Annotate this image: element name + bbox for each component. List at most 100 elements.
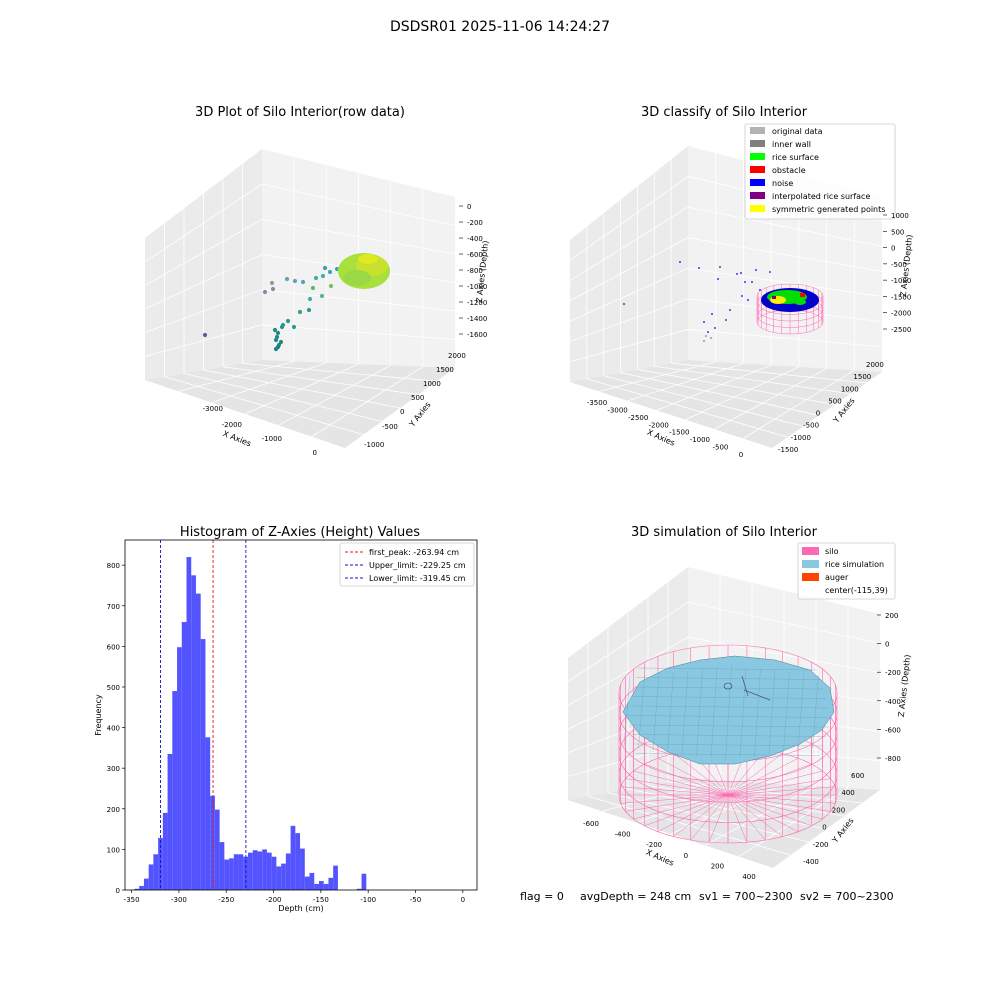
rice-mesh [812, 674, 819, 749]
noise-point [740, 272, 742, 274]
silo-floor-wire [727, 778, 831, 796]
silo-floor-wire [690, 794, 729, 841]
tick-label: -1500 [778, 446, 798, 454]
tick-label: -400 [885, 698, 901, 706]
noise-point [707, 331, 709, 333]
rice-mesh [629, 724, 830, 728]
silo-floor-wire [657, 758, 729, 796]
raw-x-label: X Axies [222, 429, 253, 448]
silo-floor-wire [625, 778, 729, 796]
grid-line [586, 378, 788, 438]
noise-point [711, 313, 713, 315]
noise-point [623, 303, 625, 305]
tick-label: 200 [711, 862, 724, 870]
rice-mesh [635, 677, 821, 680]
grid-line [620, 372, 820, 416]
hist-bar [300, 848, 305, 890]
hist-x-ticks: -350 -300 -250 -200 -150 -100 -50 0 [124, 890, 465, 904]
grid-line [569, 206, 883, 281]
rice-mesh [667, 671, 674, 753]
silo-floor-wire [673, 753, 729, 796]
noise-point [703, 321, 705, 323]
rice-mesh [652, 673, 660, 751]
data-point [328, 283, 334, 289]
data-point [275, 330, 281, 336]
data-point [306, 307, 312, 313]
silo-floor-wire [727, 763, 812, 796]
tick-label: -2000 [891, 310, 911, 318]
tick-label: -500 [712, 444, 728, 452]
noise-point [736, 273, 738, 275]
rice-mesh [710, 667, 718, 759]
data-point [319, 293, 325, 299]
silo-floor-wire [727, 753, 783, 796]
rice-mesh [797, 673, 805, 751]
tick-label: 700 [107, 603, 120, 611]
hist-y-ticks: 0 100 200 300 400 500 600 700 800 [107, 562, 125, 895]
tick-label: -200 [467, 219, 483, 227]
status-line: flag = 0 avgDepth = 248 cm sv1 = 700~230… [520, 890, 894, 903]
tick-label: 0 [816, 410, 820, 418]
tick-label: -1600 [467, 331, 487, 339]
hist-bar [153, 854, 159, 890]
silo-floor-wire [727, 794, 823, 820]
legend-swatch [802, 560, 819, 568]
tick-label: -3000 [607, 406, 627, 414]
tick-label: 2000 [866, 361, 884, 369]
legend-label: rice surface [772, 153, 819, 162]
figure-suptitle: DSDSR01 2025-11-06 14:24:27 [390, 19, 610, 35]
legend-label: inner wall [772, 140, 811, 149]
data-point [310, 285, 316, 291]
raw-y-tick-1: -500 [382, 423, 398, 431]
hist-bar [158, 838, 163, 890]
silo-floor-wire [727, 794, 812, 827]
rice-mesh [631, 734, 827, 737]
tick-label: -1000 [891, 277, 911, 285]
silo-floor-wire [620, 786, 729, 796]
classify-legend: original data inner wall rice surface obsta… [744, 123, 896, 220]
hist-bar [243, 856, 249, 890]
rice-mesh [783, 671, 790, 753]
data-point [262, 289, 268, 295]
hist-bar [266, 852, 272, 890]
tick-label: 400 [742, 873, 755, 881]
silo-floor-wire [727, 770, 823, 796]
status-avg-depth: avgDepth = 248 cm [580, 890, 691, 903]
auger-arm [743, 689, 771, 701]
raw-points [202, 263, 351, 352]
hist-bars [134, 557, 367, 890]
noise-point [679, 261, 681, 263]
data-point [274, 334, 280, 340]
hist-bar [290, 825, 296, 890]
rice-mesh [739, 667, 747, 759]
raw-y-label: Y Axies [407, 400, 433, 429]
tick-label: -400 [615, 831, 631, 839]
raw-title: 3D Plot of Silo Interior(row data) [195, 105, 405, 120]
legend-label: Lower_limit: -319.45 cm [369, 574, 466, 583]
silo-floor-wire [633, 770, 729, 796]
grid-line [656, 364, 772, 411]
subplot-histogram: Histogram of Z-Axies (Height) Values -35… [94, 525, 478, 913]
tick-label: -250 [218, 896, 234, 904]
classify-grid [569, 153, 883, 439]
tick-label: -800 [885, 755, 901, 763]
hist-bar [134, 888, 140, 890]
tick-label: 0 [822, 824, 826, 832]
noise-point [714, 327, 716, 329]
tick-label: 100 [107, 846, 120, 854]
tick-label: -1000 [467, 283, 487, 291]
hist-bar [323, 883, 329, 890]
grid-line [311, 366, 424, 438]
hist-bar [205, 737, 211, 890]
classify-rice-surface [761, 288, 819, 312]
data-point [284, 276, 290, 282]
hist-bar [229, 858, 234, 890]
sim-z-label: Z Axies (Depth) [897, 654, 913, 717]
hist-bar [295, 833, 301, 890]
tick-label: -1200 [467, 299, 487, 307]
center-marker [723, 682, 733, 690]
legend-swatch [750, 127, 765, 134]
sim-z-ticks: 200 0 -200 -400 -600 -800 [877, 612, 901, 763]
auger-shaft [741, 675, 749, 697]
grid-line [671, 362, 867, 384]
